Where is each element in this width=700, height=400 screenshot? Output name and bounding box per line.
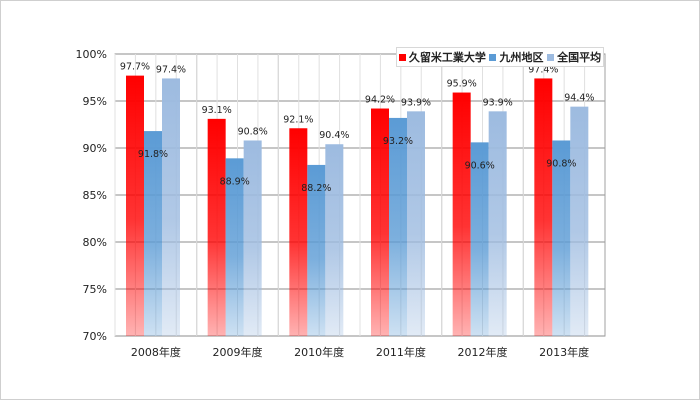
legend: 久留米工業大学 九州地区 全国平均 — [396, 47, 604, 67]
legend-item: 全国平均 — [547, 49, 601, 65]
data-label: 97.4% — [156, 64, 186, 75]
x-tick-label: 2010年度 — [294, 345, 344, 359]
y-tick-label: 95% — [83, 95, 107, 108]
bar — [389, 117, 407, 336]
bar — [207, 118, 226, 336]
y-tick-label: 80% — [83, 236, 107, 249]
data-label: 90.8% — [546, 158, 576, 169]
bar — [371, 108, 389, 337]
bar — [225, 158, 244, 336]
data-label: 94.4% — [564, 93, 594, 104]
bar — [144, 131, 162, 336]
bar — [407, 111, 425, 336]
data-label: 93.2% — [383, 136, 413, 147]
data-label: 93.9% — [401, 97, 431, 108]
bar — [325, 144, 344, 336]
legend-swatch — [489, 53, 497, 61]
x-tick-label: 2012年度 — [458, 345, 508, 359]
data-label: 88.2% — [301, 183, 331, 194]
bar — [307, 164, 326, 336]
y-tick-label: 100% — [76, 48, 107, 61]
data-label: 97.7% — [120, 62, 150, 73]
legend-label: 九州地区 — [499, 51, 544, 64]
legend-swatch — [547, 53, 555, 61]
legend-label: 全国平均 — [557, 51, 602, 64]
data-label: 95.9% — [447, 79, 477, 90]
legend-item: 久留米工業大学 — [398, 49, 486, 65]
legend-swatch — [398, 53, 406, 61]
data-label: 93.1% — [202, 105, 232, 116]
data-label: 94.2% — [365, 95, 395, 106]
data-label: 93.9% — [483, 97, 513, 108]
bar — [570, 106, 589, 336]
y-tick-label: 75% — [83, 283, 107, 296]
x-tick-label: 2009年度 — [213, 345, 263, 359]
y-tick-label: 85% — [83, 189, 107, 202]
bar — [162, 78, 180, 336]
data-label: 92.1% — [283, 114, 313, 125]
bar — [126, 75, 144, 337]
y-tick-label: 70% — [83, 330, 107, 343]
legend-item: 九州地区 — [489, 49, 543, 65]
y-tick-label: 90% — [83, 142, 107, 155]
bar — [470, 142, 489, 336]
x-tick-label: 2011年度 — [376, 345, 426, 359]
bar — [534, 78, 553, 336]
bar — [488, 111, 507, 336]
data-label: 90.6% — [465, 160, 495, 171]
bar — [243, 140, 262, 336]
data-label: 97.4% — [528, 64, 558, 75]
data-label: 91.8% — [138, 149, 168, 160]
bar — [452, 92, 471, 336]
data-label: 90.8% — [238, 126, 268, 137]
bar — [552, 140, 571, 336]
legend-label: 久留米工業大学 — [408, 51, 486, 64]
x-tick-label: 2008年度 — [131, 345, 181, 359]
bar — [289, 128, 308, 336]
data-label: 90.4% — [319, 130, 349, 141]
data-label: 88.9% — [220, 176, 250, 187]
x-tick-label: 2013年度 — [539, 345, 589, 359]
